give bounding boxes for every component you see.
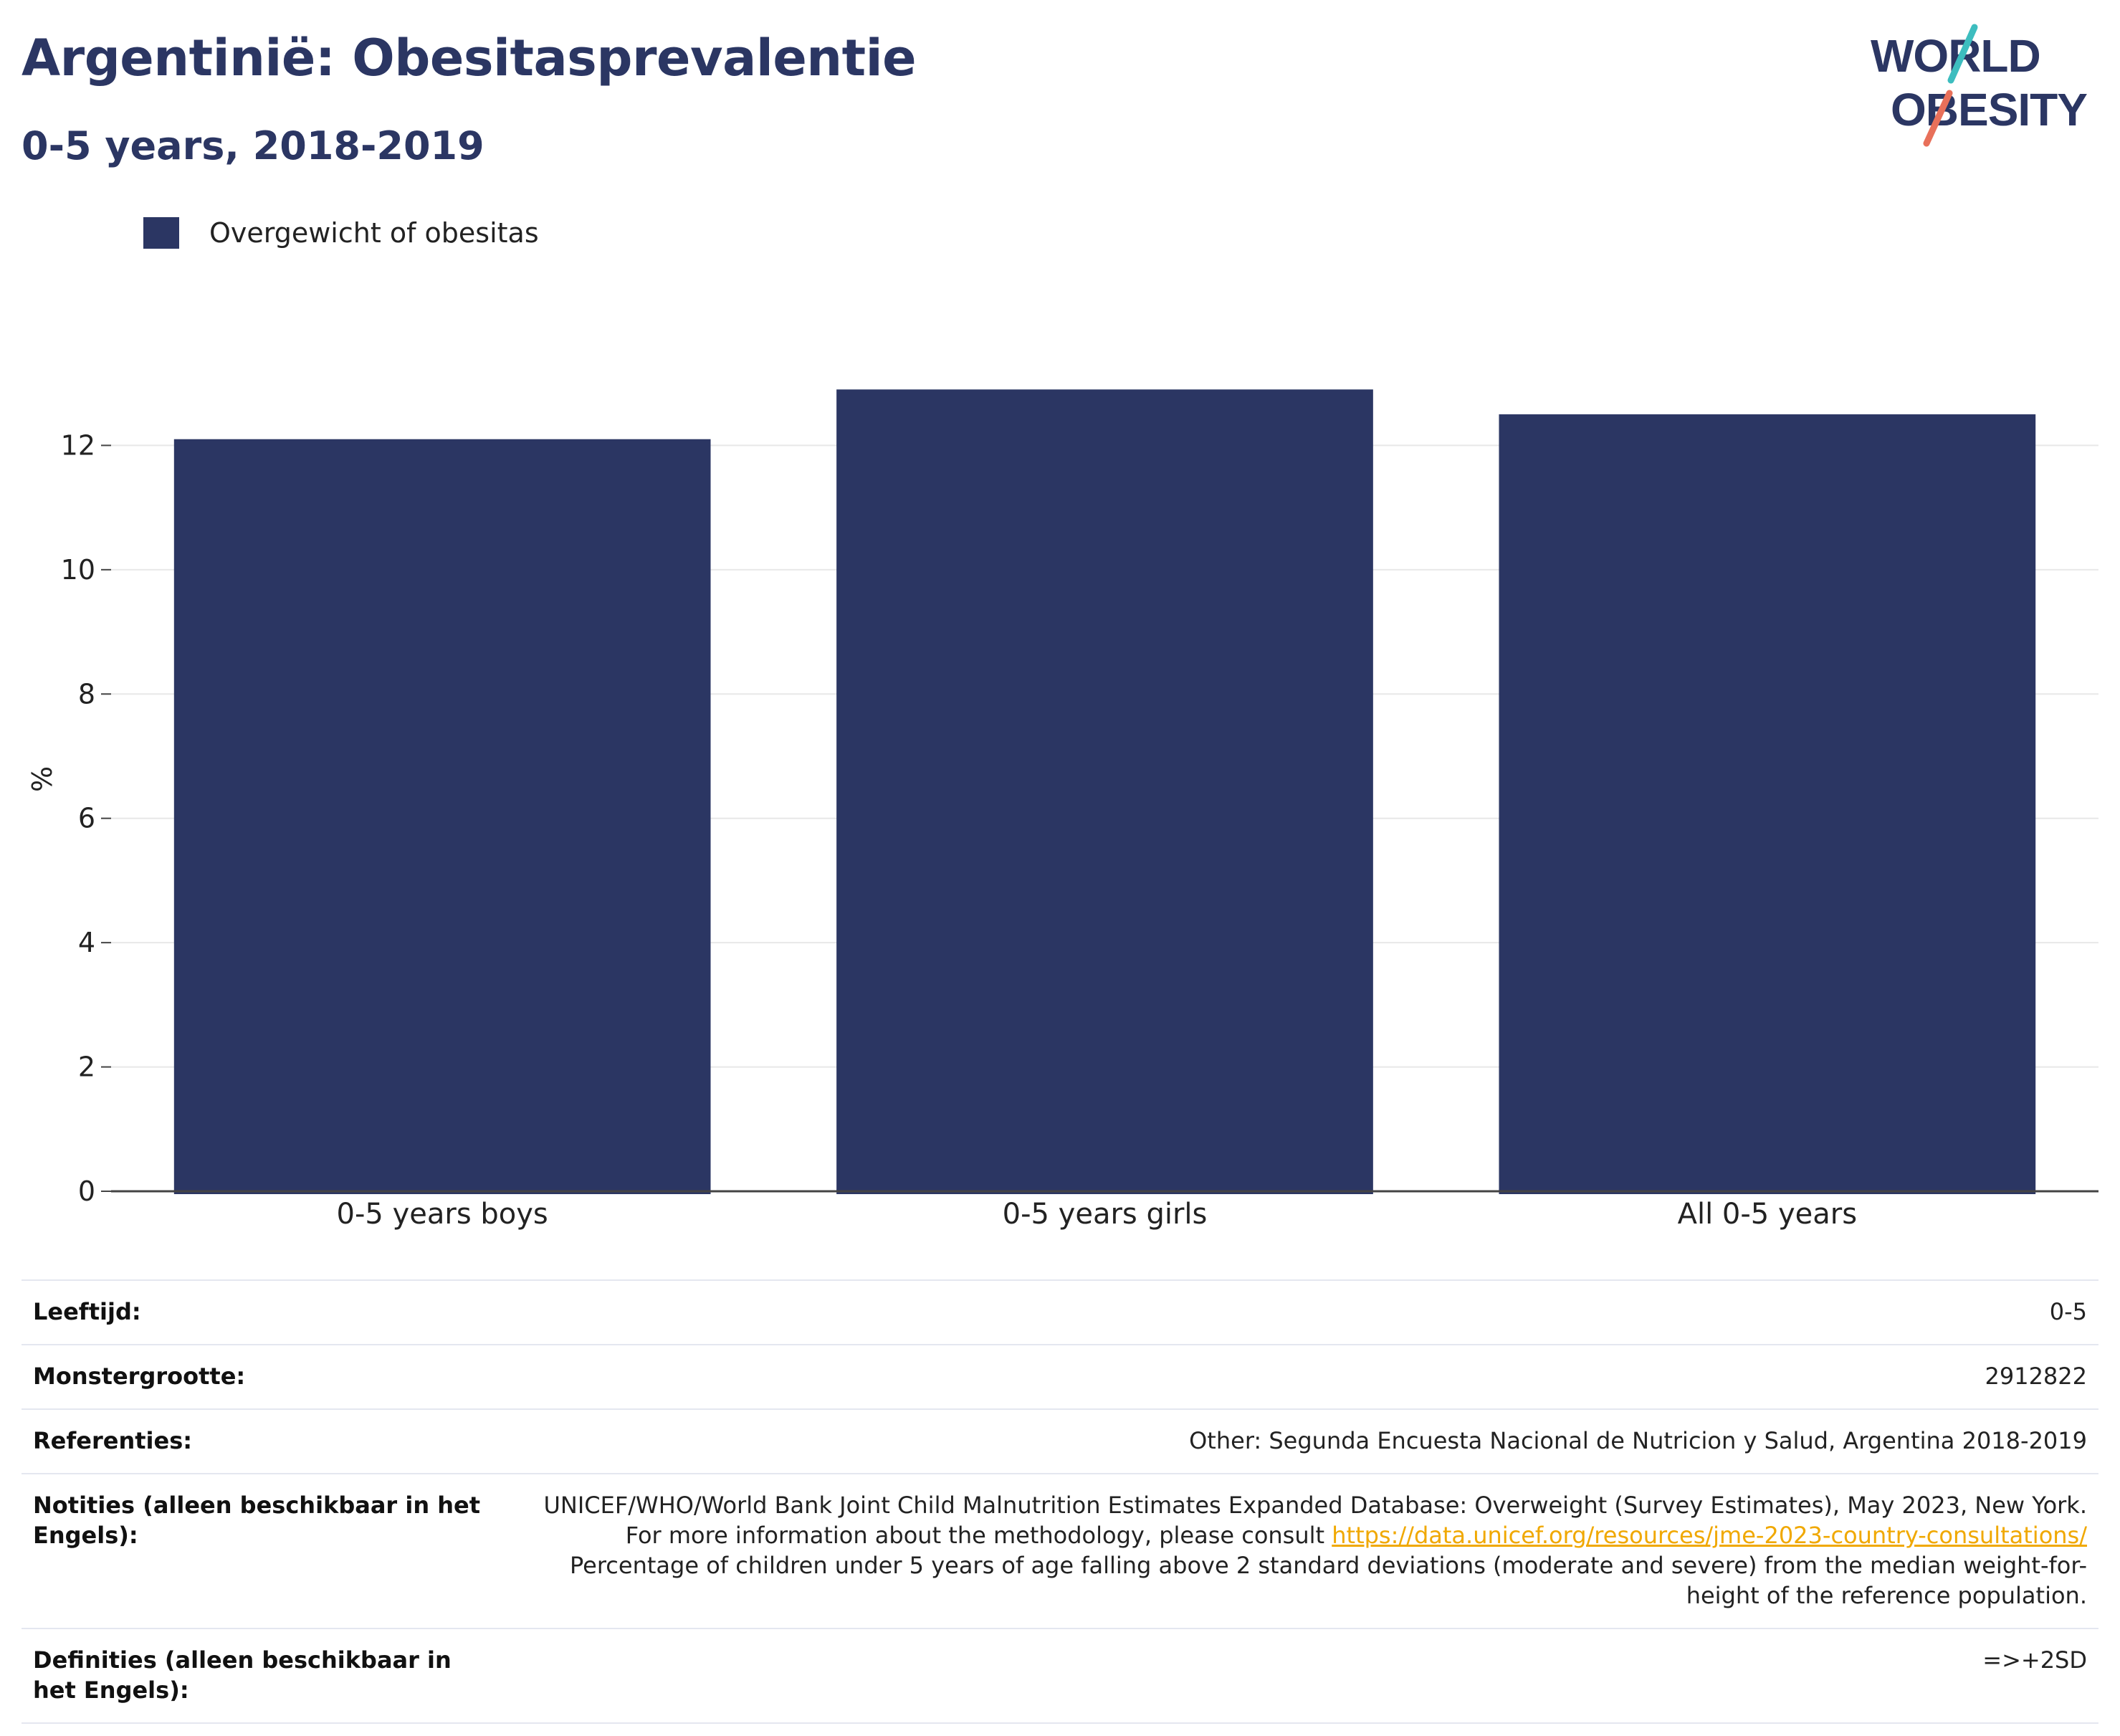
y-axis-label: %: [27, 766, 58, 792]
x-tick-label: 0-5 years boys: [337, 1198, 548, 1231]
page-subtitle: 0-5 years, 2018-2019: [22, 123, 484, 168]
table-row: Notities (alleen beschikbaar in het Enge…: [22, 1474, 2098, 1628]
chart-bars: [173, 389, 2036, 1195]
y-tick-label: 2: [78, 1051, 95, 1083]
y-tick-label: 8: [78, 678, 95, 710]
table-row: Monstergrootte: 2912822: [22, 1345, 2098, 1409]
bar: [836, 389, 1373, 1195]
row-value-references: Other: Segunda Encuesta Nacional de Nutr…: [1189, 1427, 2087, 1454]
y-tick-label: 4: [78, 927, 95, 958]
row-value-notes: UNICEF/WHO/World Bank Joint Child Malnut…: [503, 1474, 2098, 1628]
row-value-age: 0-5: [2049, 1298, 2087, 1325]
row-label-age: Leeftijd:: [33, 1298, 141, 1325]
logo-line2: OBESITY: [1891, 84, 2087, 135]
row-value-definitions: =>+2SD: [1982, 1646, 2087, 1674]
y-tick-label: 10: [61, 554, 95, 586]
logo-slash-top: [1947, 24, 1978, 84]
info-table: Leeftijd: 0-5 Monstergrootte: 2912822 Re…: [22, 1279, 2098, 1724]
bar-chart: 0 2 4 6 8 10 12 0-5 years boys 0-5 years girls Al…: [27, 389, 2098, 1231]
row-label-references: Referenties:: [33, 1427, 193, 1454]
row-label-definitions: Definities (alleen beschikbaar in het En…: [33, 1646, 452, 1704]
chart-axes: 0 2 4 6 8 10 12 0-5 years boys 0-5 years girls Al…: [61, 429, 2098, 1231]
table-row: Referenties: Other: Segunda Encuesta Nac…: [22, 1409, 2098, 1474]
legend-swatch: [143, 217, 179, 249]
page-title: Argentinië: Obesitasprevalentie: [22, 29, 917, 87]
methodology-link[interactable]: https://data.unicef.org/resources/jme-20…: [1332, 1522, 2087, 1549]
notes-definition-text: Percentage of children under 5 years of …: [570, 1552, 2087, 1609]
bar: [1499, 414, 2036, 1194]
y-tick-label: 6: [78, 803, 95, 834]
table-row: Leeftijd: 0-5: [22, 1280, 2098, 1345]
table-row: Definities (alleen beschikbaar in het En…: [22, 1628, 2098, 1723]
bar: [173, 439, 711, 1194]
logo-slash-bottom: [1923, 90, 1953, 147]
row-value-sample-size: 2912822: [1985, 1363, 2087, 1390]
legend-label: Overgewicht of obesitas: [209, 217, 539, 249]
notes-text: UNICEF/WHO/World Bank Joint Child Malnut…: [543, 1492, 2088, 1549]
row-label-notes: Notities (alleen beschikbaar in het Enge…: [33, 1492, 481, 1549]
y-tick-label: 0: [78, 1175, 95, 1207]
world-obesity-logo: WORLD OBESITY: [1871, 24, 2088, 147]
x-tick-label: 0-5 years girls: [1003, 1198, 1208, 1231]
x-tick-label: All 0-5 years: [1678, 1198, 1857, 1231]
row-label-sample-size: Monstergrootte:: [33, 1363, 246, 1390]
chart-legend: Overgewicht of obesitas: [143, 214, 539, 252]
y-tick-label: 12: [61, 429, 95, 461]
